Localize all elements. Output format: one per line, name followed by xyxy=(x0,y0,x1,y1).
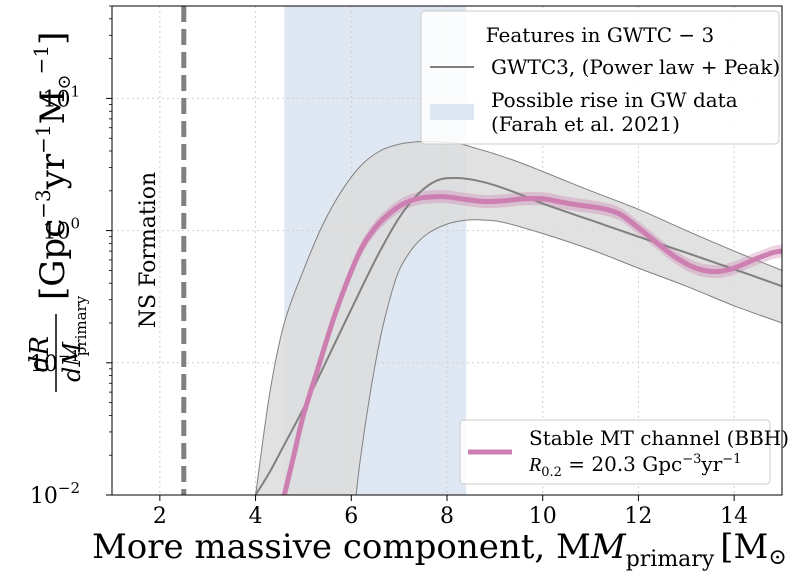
gwtc3-uncertainty-band xyxy=(255,141,782,495)
legend-rise-label-line2: (Farah et al. 2021) xyxy=(491,112,680,136)
x-axis-label: More massive component, MMprimary[M⊙] xyxy=(92,527,789,572)
y-tick-label: 10−1 xyxy=(30,347,80,377)
x-tick-labels: 2 4 6 8 10 12 14 xyxy=(153,504,748,529)
svg-text:dR: dR xyxy=(25,336,55,372)
svg-text:[Gpc−3yr−1M⊙−1]: [Gpc−3yr−1M⊙−1] xyxy=(29,32,75,300)
stable-mt-line xyxy=(281,194,782,495)
y-tick-label: 10−2 xyxy=(30,479,80,509)
legend-top: Features in GWTC − 3 GWTC3, (Power law +… xyxy=(420,10,780,145)
y-tick-label: 100 xyxy=(42,215,80,245)
svg-text:primary: primary xyxy=(72,295,90,356)
x-tick-label: 8 xyxy=(440,504,454,529)
svg-text:dM: dM xyxy=(58,341,86,382)
legend-bottom: Stable MT channel (BBH) R0.2 = 20.3 Gpc−… xyxy=(459,419,789,485)
x-tick-label: 14 xyxy=(720,504,748,529)
x-tick-label: 12 xyxy=(624,504,652,529)
legend-bottom-box xyxy=(459,419,771,485)
legend-rise-swatch xyxy=(430,104,474,120)
legend-rise-label-line1: Possible rise in GW data xyxy=(491,88,738,112)
x-tick-label: 2 xyxy=(153,504,167,529)
y-tick-label: 101 xyxy=(42,82,80,112)
ns-formation-label: NS Formation xyxy=(136,172,161,328)
legend-gwtc3-label: GWTC3, (Power law + Peak) xyxy=(491,55,780,79)
x-tick-label: 10 xyxy=(529,504,557,529)
y-tick-labels: 10−2 10−1 100 101 xyxy=(30,82,80,509)
legend-stable-mt-label-line1: Stable MT channel (BBH) xyxy=(529,426,789,450)
gwtc3-band-lower-edge xyxy=(355,219,782,495)
y-axis-label: dR dM primary [Gpc−3yr−1M⊙−1] xyxy=(25,32,90,392)
legend-stable-mt-label-line2: R0.2 = 20.3 Gpc−3yr−1 xyxy=(528,452,741,480)
axis-ticks xyxy=(106,5,735,501)
x-tick-label: 4 xyxy=(249,504,263,529)
legend-top-title: Features in GWTC − 3 xyxy=(486,23,715,47)
x-tick-label: 6 xyxy=(344,504,358,529)
legend-top-box xyxy=(420,10,780,145)
